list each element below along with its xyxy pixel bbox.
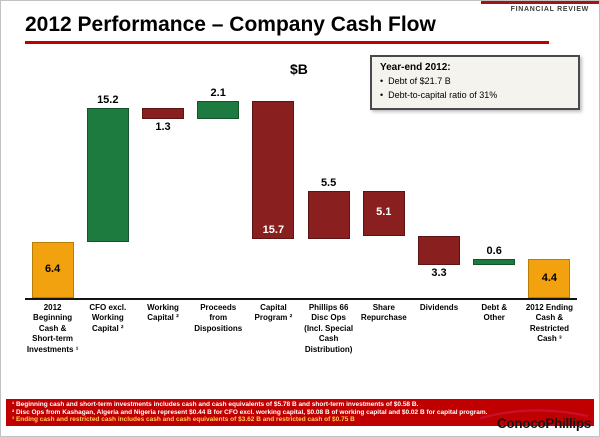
yearend-callout-box: Year-end 2012: • Debt of $21.7 B • Debt-… [370, 55, 580, 110]
waterfall-bar-2 [86, 107, 129, 242]
x-axis-label-3: Working Capital ² [135, 303, 190, 355]
footnote-3: ³ Ending cash and restricted cash includ… [12, 416, 355, 424]
chart-column-6: 5.5 [301, 71, 356, 298]
chart-column-7: 5.1 [356, 71, 411, 298]
x-axis-label-10: 2012 Ending Cash & Restricted Cash ³ [522, 303, 577, 355]
waterfall-bar-6 [307, 190, 350, 240]
x-axis-label-line: Cash [318, 334, 339, 344]
x-axis-label-5: Capital Program ² [246, 303, 301, 355]
x-axis-label-line: Share [372, 303, 395, 312]
chart-unit-label: $B [290, 61, 308, 77]
chart-column-3: 1.3 [135, 71, 190, 298]
waterfall-bar-9 [473, 259, 516, 265]
chart-column-5: 15.7 [246, 71, 301, 298]
waterfall-bar-7 [362, 190, 405, 236]
conocophillips-logo: ConocoPhillips [477, 408, 591, 432]
x-axis-label-line: from [209, 313, 228, 323]
x-axis-label-line: Working [147, 303, 179, 312]
x-axis-label-line: 2012 [43, 303, 62, 312]
x-axis-label-2: CFO excl. Working Capital ² [80, 303, 135, 355]
yearend-bullet-text: Debt-to-capital ratio of 31% [388, 89, 498, 100]
x-axis-label-line: Disc Ops [311, 313, 346, 323]
x-axis-label-line: Cash & [535, 313, 564, 323]
x-axis-label-line: Dispositions [194, 323, 243, 333]
yearend-bullet-ratio: • Debt-to-capital ratio of 31% [380, 90, 570, 101]
chart-column-9: 0.6 [467, 71, 522, 298]
bar-value-label-7: 5.1 [376, 206, 392, 219]
chart-column-2: 15.2 [80, 71, 135, 298]
financial-review-label: FINANCIAL REVIEW [510, 6, 589, 13]
chart-column-1: 6.4 [25, 71, 80, 298]
bar-value-label-8: 3.3 [431, 266, 447, 279]
waterfall-bar-8 [418, 235, 460, 265]
waterfall-bar-5 [252, 100, 295, 240]
x-axis-label-line: Debt & [481, 303, 508, 312]
waterfall-chart: 6.4 15.2 1.3 2.1 15.7 5.5 5.1 3.3 0.6 4.4 [25, 71, 577, 298]
x-axis-label-line: Capital ² [92, 323, 124, 333]
x-axis-label-line: Repurchase [360, 313, 407, 323]
x-axis-label-line: Proceeds [200, 303, 237, 312]
x-axis-label-4: Proceeds from Dispositions [191, 303, 246, 355]
x-axis-label-line: CFO excl. [89, 303, 127, 312]
top-right-rule [481, 1, 599, 4]
title-underline [25, 41, 549, 44]
x-axis-label-line: Phillips 66 [308, 303, 349, 312]
bar-value-label-2: 15.2 [97, 93, 119, 106]
x-axis-label-line: Dividends [419, 303, 459, 312]
yearend-title: Year-end 2012: [380, 62, 451, 73]
bullet-icon: • [380, 89, 384, 100]
bar-value-label-1: 6.4 [44, 262, 61, 275]
x-axis-label-8: Dividends [411, 303, 466, 355]
yearend-bullet-debt: • Debt of $21.7 B [380, 76, 570, 87]
x-axis-line [25, 298, 577, 300]
bar-value-label-6: 5.5 [320, 176, 337, 189]
waterfall-bar-4 [197, 100, 240, 120]
logo-text: ConocoPhillips [496, 416, 591, 431]
x-axis-label-6: Phillips 66 Disc Ops (Incl. Special Cash Dis… [301, 303, 356, 355]
chart-column-10: 4.4 [522, 71, 577, 298]
page-title: 2012 Performance – Company Cash Flow [25, 13, 436, 36]
x-axis-label-line: Other [483, 313, 505, 323]
x-axis-label-line: Capital [260, 303, 287, 312]
footnote-2: ² Disc Ops from Kashagan, Algeria and Ni… [12, 408, 488, 416]
bar-value-label-10: 4.4 [541, 271, 558, 284]
page-number: 15 [464, 417, 477, 429]
logo-swoosh-icon [479, 409, 589, 419]
waterfall-bar-1 [31, 241, 74, 298]
bar-value-label-3: 1.3 [155, 121, 171, 134]
bar-value-label-9: 0.6 [486, 245, 502, 258]
x-axis-label-line: Beginning [33, 313, 73, 323]
x-axis-labels: 2012 Beginning Cash & Short-term Investments… [25, 303, 577, 355]
x-axis-label-line: Cash ³ [537, 334, 562, 344]
x-axis-label-1: 2012 Beginning Cash & Short-term Investments… [25, 303, 80, 355]
footnote-1: ¹ Beginning cash and short-term investme… [12, 401, 419, 408]
yearend-bullet-text: Debt of $21.7 B [388, 76, 451, 86]
x-axis-label-line: Investments ¹ [26, 344, 79, 354]
bar-value-label-4: 2.1 [210, 86, 226, 99]
bullet-icon: • [380, 76, 384, 86]
chart-column-4: 2.1 [191, 71, 246, 298]
waterfall-bar-10 [528, 259, 571, 298]
waterfall-bar-3 [142, 107, 184, 120]
chart-column-8: 3.3 [411, 71, 466, 298]
x-axis-label-line: Short-term [32, 334, 74, 344]
x-axis-label-line: Program ² [254, 313, 293, 323]
x-axis-label-line: Restricted [529, 323, 569, 333]
x-axis-label-line: Working [91, 313, 124, 323]
x-axis-label-7: Share Repurchase [356, 303, 411, 355]
x-axis-label-line: (Incl. Special [304, 323, 354, 333]
bar-value-label-5: 15.7 [262, 224, 285, 237]
x-axis-label-line: 2012 Ending [525, 303, 573, 312]
x-axis-label-line: Cash & [38, 323, 67, 333]
footnotes-bar: ¹ Beginning cash and short-term investme… [6, 399, 594, 426]
x-axis-label-line: Distribution) [304, 344, 353, 354]
x-axis-label-9: Debt & Other [467, 303, 522, 355]
x-axis-label-line: Capital ² [147, 313, 179, 323]
